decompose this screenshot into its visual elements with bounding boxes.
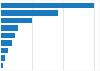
Bar	[1, 18, 32, 23]
Bar	[1, 33, 15, 38]
Bar	[1, 10, 58, 16]
Bar	[1, 40, 12, 46]
Bar	[1, 3, 94, 8]
Bar	[1, 63, 3, 68]
Bar	[1, 55, 5, 61]
Bar	[1, 25, 18, 31]
Bar	[1, 48, 8, 53]
